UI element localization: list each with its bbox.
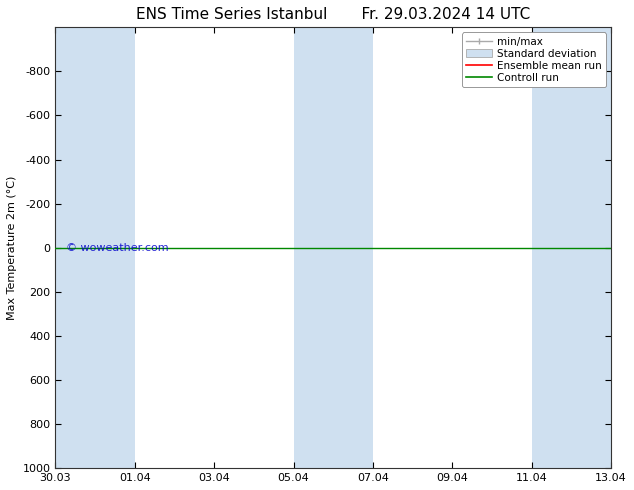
Title: ENS Time Series Istanbul       Fr. 29.03.2024 14 UTC: ENS Time Series Istanbul Fr. 29.03.2024 … xyxy=(136,7,531,22)
Bar xyxy=(55,27,135,468)
Y-axis label: Max Temperature 2m (°C): Max Temperature 2m (°C) xyxy=(7,175,17,320)
Bar xyxy=(294,27,373,468)
Bar xyxy=(532,27,611,468)
Text: © woweather.com: © woweather.com xyxy=(67,243,169,253)
Legend: min/max, Standard deviation, Ensemble mean run, Controll run: min/max, Standard deviation, Ensemble me… xyxy=(462,32,606,87)
